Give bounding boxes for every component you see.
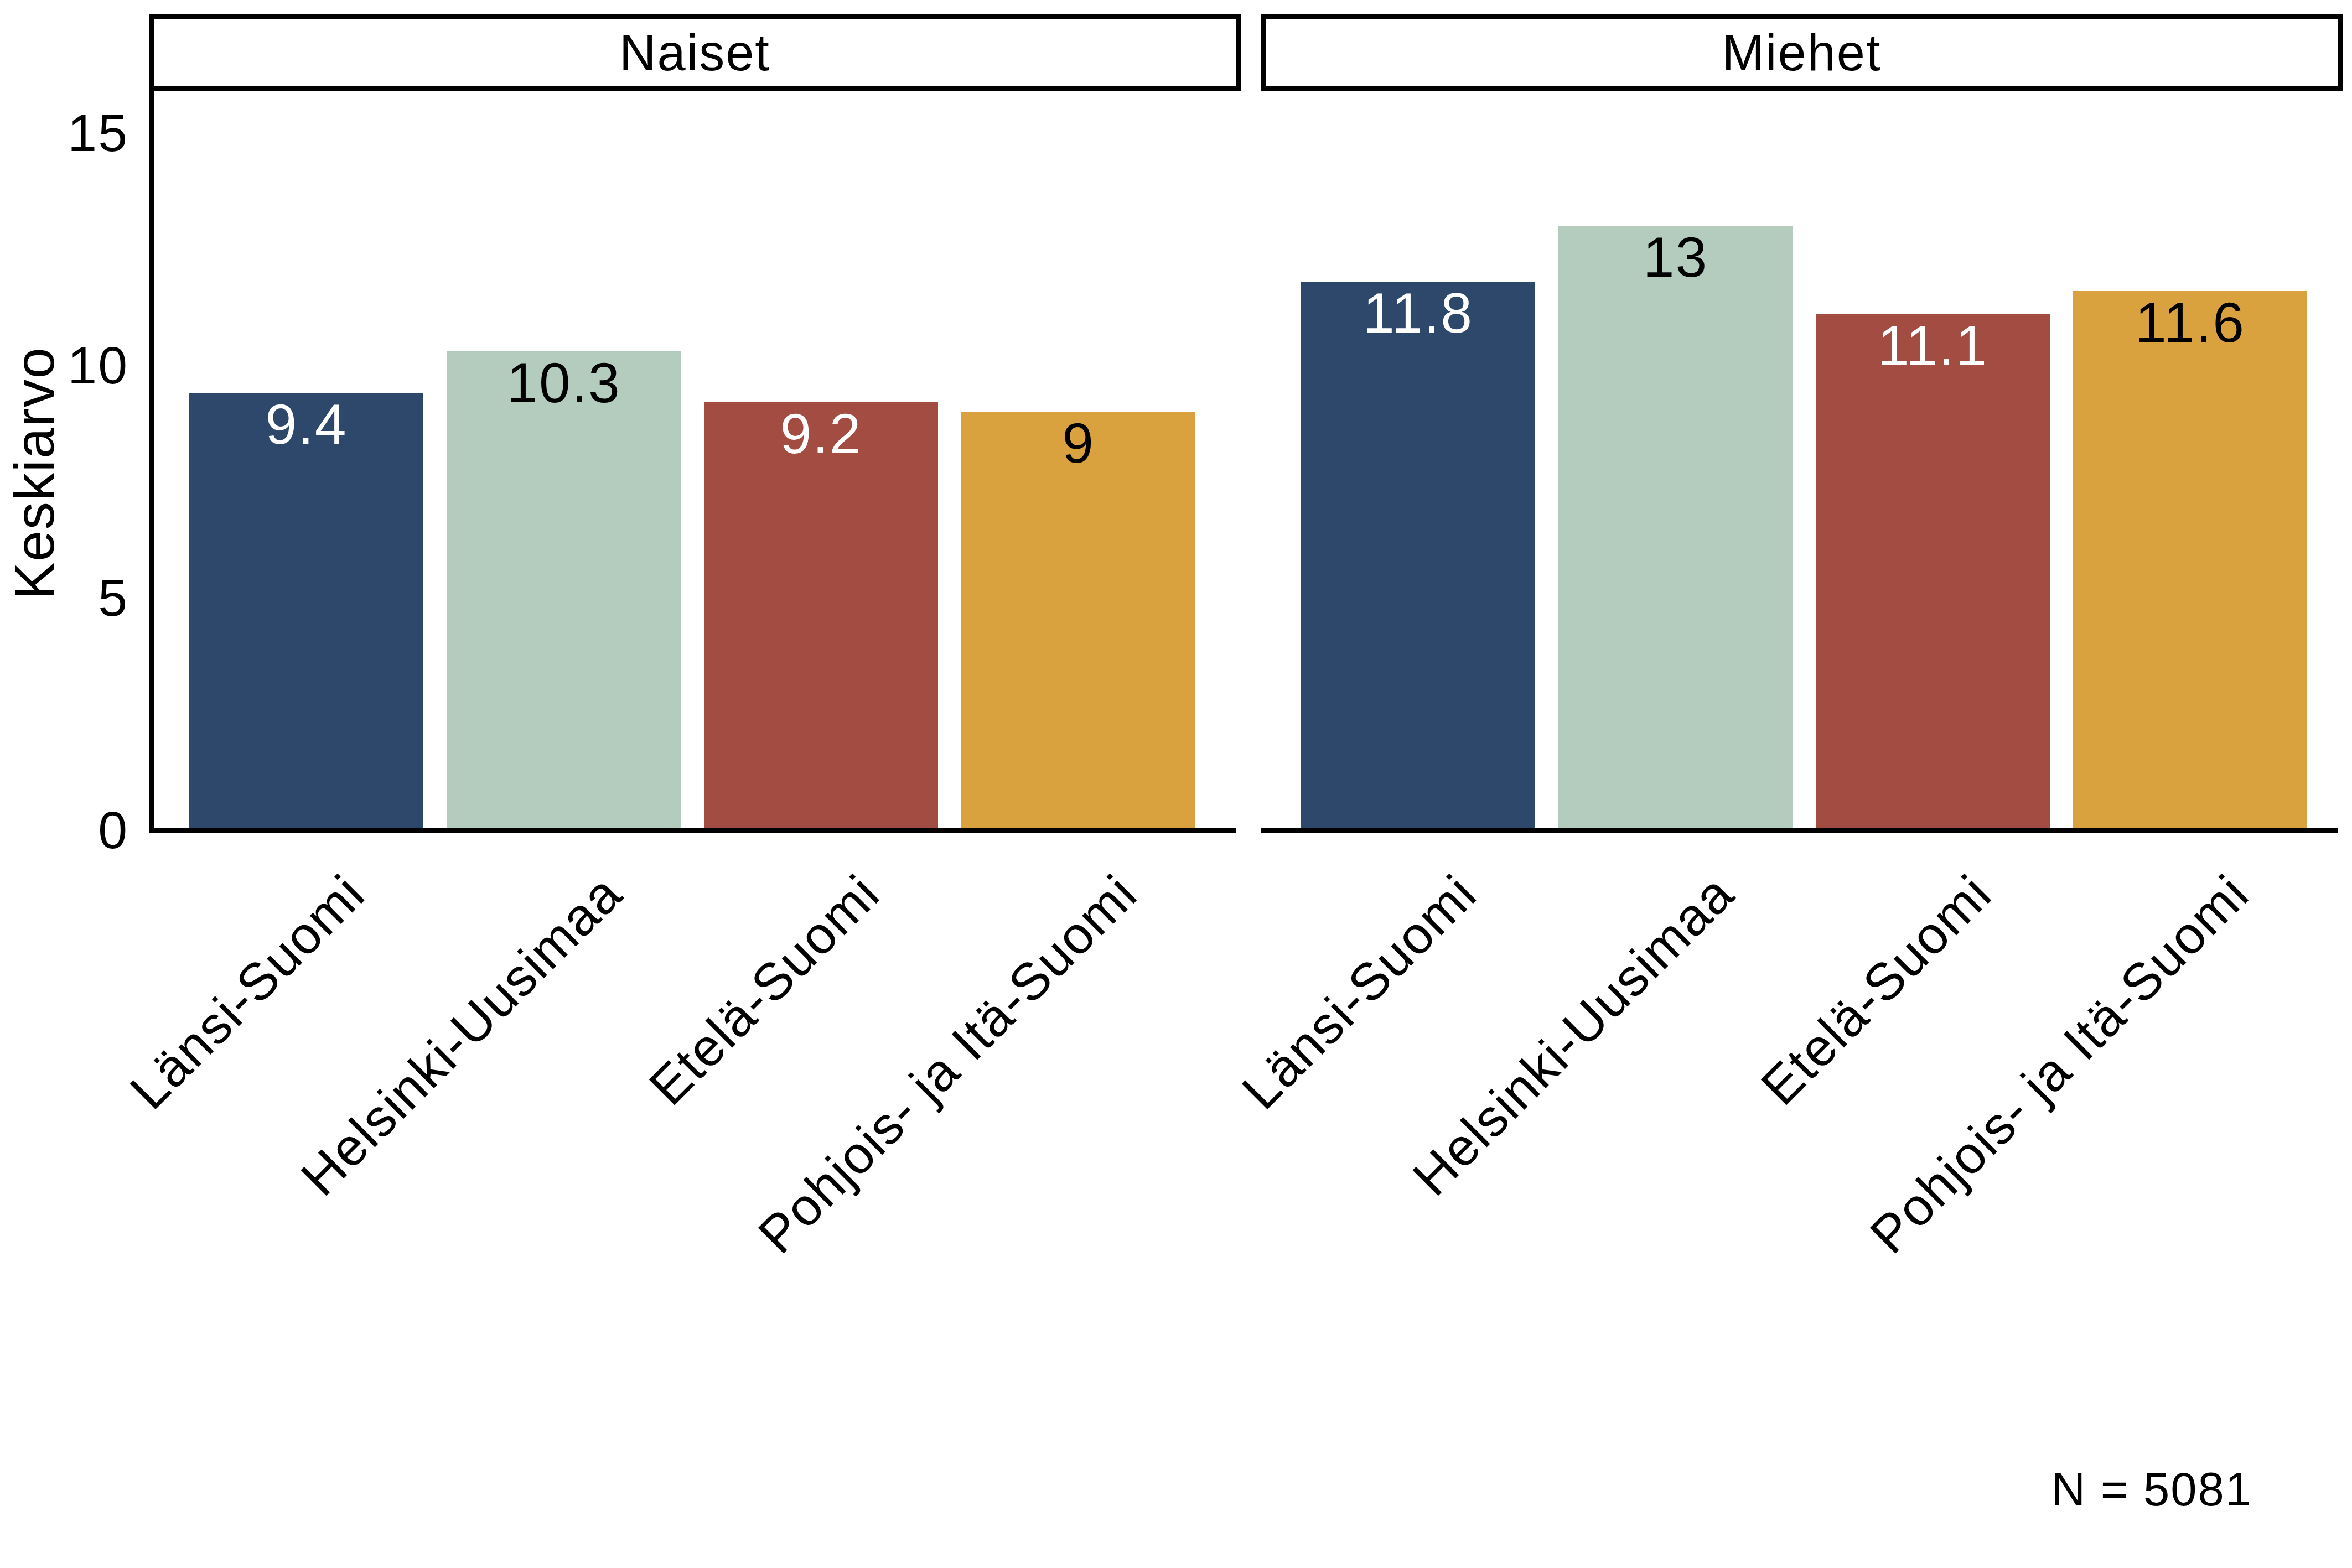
x-tick-label: Länsi-Suomi <box>1231 863 1489 1121</box>
bar-value-label: 11.6 <box>2073 294 2307 351</box>
y-tick-label: 15 <box>0 100 128 166</box>
bar-value-label: 9 <box>961 415 1195 471</box>
x-axis-line <box>1261 828 2338 833</box>
y-axis-spine <box>149 91 154 833</box>
bar <box>1558 226 1793 830</box>
bar-value-label: 10.3 <box>447 355 681 411</box>
bar-value-label: 11.8 <box>1301 285 1535 341</box>
bar-value-label: 11.1 <box>1816 318 2050 374</box>
bar <box>189 393 423 830</box>
bar-value-label: 9.4 <box>189 396 423 453</box>
bar-value-label: 9.2 <box>704 406 938 462</box>
y-tick-label: 10 <box>0 332 128 398</box>
bar-value-label: 13 <box>1558 229 1793 285</box>
y-tick-label: 5 <box>0 564 128 631</box>
bar <box>1301 282 1535 830</box>
x-tick-label: Länsi-Suomi <box>119 863 377 1121</box>
bar <box>2073 291 2307 830</box>
x-axis-line <box>149 828 1236 833</box>
sample-size-note: N = 5081 <box>2051 1462 2252 1517</box>
facet-header: Miehet <box>1261 14 2343 91</box>
bar <box>1816 314 2050 830</box>
x-tick-label: Etelä-Suomi <box>1749 863 2003 1117</box>
x-tick-label: Etelä-Suomi <box>638 863 892 1117</box>
chart-canvas: Keskiarvo N = 5081 Naiset9.4Länsi-Suomi1… <box>0 0 2352 1568</box>
y-tick-label: 0 <box>0 797 128 863</box>
facet-header: Naiset <box>149 14 1241 91</box>
bar <box>704 402 938 830</box>
bar <box>447 351 681 830</box>
